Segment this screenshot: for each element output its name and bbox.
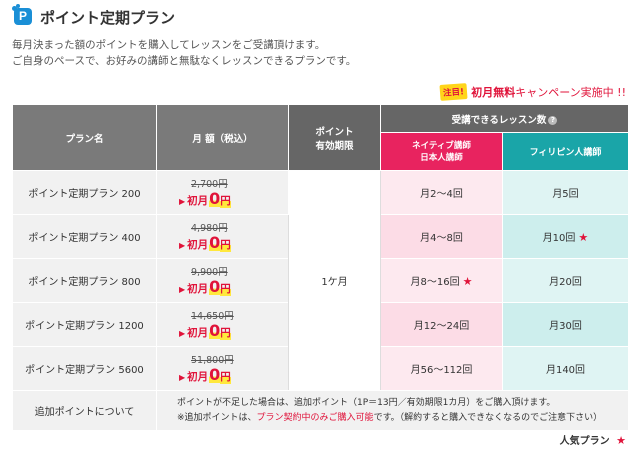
first-month-price: ▶ 初月 0 円 xyxy=(179,364,288,384)
description-line-1: 毎月決まった額のポイントを購入してレッスンをご受講頂けます。 xyxy=(12,39,326,51)
header-validity: ポイント 有効期限 xyxy=(288,104,381,171)
plan-price: 51,800円 ▶ 初月 0 円 xyxy=(156,346,289,391)
phil-lessons-value: 月10回 xyxy=(542,233,576,244)
table-row: ポイント定期プラン 200 2,700円 ▶ 初月 0 円 1ケ月 月2～4回 月5回 xyxy=(12,170,629,391)
header-native-line-1: ネイティブ講師 xyxy=(412,140,471,151)
native-lessons-value: 月8～16回 xyxy=(410,277,460,288)
native-lessons: 月12～24回 xyxy=(380,302,503,347)
table-row: ポイント定期プラン 400 4,980円 ▶ 初月 0 円 月4～8回 月10回 ★ xyxy=(12,214,629,259)
plan-name: ポイント定期プラン 200 xyxy=(12,170,157,215)
campaign-banner: 注目! 初月無料 キャンペーン実施中 !! xyxy=(439,83,626,101)
old-price: 2,700円 xyxy=(191,178,228,190)
addon-line-2-highlight: プラン契約中のみご購入可能 xyxy=(256,412,374,423)
description-line-2: ご自身のペースで、お好みの講師と無駄なくレッスンできるプランです。 xyxy=(12,55,357,67)
zero-price: 0 xyxy=(209,232,221,252)
triangle-right-icon: ▶ xyxy=(179,240,186,250)
attention-badge: 注目! xyxy=(439,83,468,101)
addon-note: ポイントが不足した場合は、追加ポイント（1P＝13円／有効期限1カ月）をご購入頂… xyxy=(156,390,629,431)
star-icon: ★ xyxy=(462,275,473,288)
yen-unit: 円 xyxy=(220,324,231,340)
plan-price: 14,650円 ▶ 初月 0 円 xyxy=(156,302,289,347)
first-month-label: 初月 xyxy=(187,282,209,295)
plan-name: ポイント定期プラン 5600 xyxy=(12,346,157,391)
plan-name: ポイント定期プラン 1200 xyxy=(12,302,157,347)
info-icon[interactable]: ? xyxy=(548,115,558,125)
phil-lessons: 月10回 ★ xyxy=(502,214,629,259)
old-price: 14,650円 xyxy=(191,310,234,322)
zero-price: 0 xyxy=(209,276,221,296)
table-row: ポイント定期プラン 5600 51,800円 ▶ 初月 0 円 月56～112回 月1… xyxy=(12,346,629,391)
zero-price: 0 xyxy=(209,188,221,208)
old-price: 4,980円 xyxy=(191,222,228,234)
popular-plan-legend: 人気プラン ★ xyxy=(560,432,626,447)
table-row: ポイント定期プラン 800 9,900円 ▶ 初月 0 円 月8～16回 ★ 月20回 xyxy=(12,258,629,303)
table-row: ポイント定期プラン 1200 14,650円 ▶ 初月 0 円 月12～24回 月30… xyxy=(12,302,629,347)
yen-unit: 円 xyxy=(220,368,231,384)
phil-lessons: 月20回 xyxy=(502,258,629,303)
plan-price: 9,900円 ▶ 初月 0 円 xyxy=(156,258,289,303)
plan-name: ポイント定期プラン 800 xyxy=(12,258,157,303)
old-price: 51,800円 xyxy=(191,354,234,366)
header-monthly-price: 月 額（税込） xyxy=(156,104,289,171)
first-month-label: 初月 xyxy=(187,238,209,251)
native-lessons: 月4～8回 xyxy=(380,214,503,259)
triangle-right-icon: ▶ xyxy=(179,372,186,382)
validity-period: 1ケ月 xyxy=(288,170,381,391)
header-validity-line-2: 有効期限 xyxy=(315,140,354,152)
yen-unit: 円 xyxy=(220,280,231,296)
header-lessons-label: 受講できるレッスン数 xyxy=(451,114,547,126)
addon-label: 追加ポイントについて xyxy=(12,390,157,431)
native-lessons: 月56～112回 xyxy=(380,346,503,391)
native-lessons: 月8～16回 ★ xyxy=(380,258,503,303)
header-plan-name: プラン名 xyxy=(12,104,157,171)
plan-price: 2,700円 ▶ 初月 0 円 xyxy=(156,170,289,215)
star-icon: ★ xyxy=(578,231,589,244)
native-lessons: 月2～4回 xyxy=(380,170,503,215)
triangle-right-icon: ▶ xyxy=(179,328,186,338)
phil-lessons: 月5回 xyxy=(502,170,629,215)
page-header: P ポイント定期プラン xyxy=(12,4,176,28)
addon-line-2-pre: ※追加ポイントは、 xyxy=(177,412,257,423)
first-month-price: ▶ 初月 0 円 xyxy=(179,320,288,340)
triangle-right-icon: ▶ xyxy=(179,284,186,294)
addon-row: 追加ポイントについて ポイントが不足した場合は、追加ポイント（1P＝13円／有効… xyxy=(12,390,629,431)
popular-plan-label: 人気プラン xyxy=(559,436,610,447)
addon-line-2-post: です。（解約すると購入できなくなるのでご注意下さい） xyxy=(373,412,603,423)
addon-line-1: ポイントが不足した場合は、追加ポイント（1P＝13円／有効期限1カ月）をご購入頂… xyxy=(177,397,556,408)
old-price: 9,900円 xyxy=(191,266,228,278)
first-month-label: 初月 xyxy=(187,194,209,207)
page-title: ポイント定期プラン xyxy=(40,8,176,27)
point-plan-logo-icon: P xyxy=(12,4,34,28)
header-lessons: 受講できるレッスン数? xyxy=(380,104,629,133)
plan-name: ポイント定期プラン 400 xyxy=(12,214,157,259)
zero-price: 0 xyxy=(209,364,221,384)
yen-unit: 円 xyxy=(220,192,231,208)
header-native-line-2: 日本人講師 xyxy=(420,152,463,163)
header-validity-line-1: ポイント xyxy=(315,126,354,138)
first-month-label: 初月 xyxy=(187,370,209,383)
phil-lessons: 月140回 xyxy=(502,346,629,391)
first-month-price: ▶ 初月 0 円 xyxy=(179,188,288,208)
first-month-price: ▶ 初月 0 円 xyxy=(179,276,288,296)
campaign-lead: 初月無料 xyxy=(471,86,516,99)
addon-line-2: ※追加ポイントは、プラン契約中のみご購入可能です。（解約すると購入できなくなるの… xyxy=(177,411,628,426)
plan-table: プラン名 月 額（税込） ポイント 有効期限 受講できるレッスン数? ネイティブ… xyxy=(12,104,629,431)
zero-price: 0 xyxy=(209,320,221,340)
header-philippine-teacher: フィリピン人講師 xyxy=(502,132,629,171)
plan-price: 4,980円 ▶ 初月 0 円 xyxy=(156,214,289,259)
triangle-right-icon: ▶ xyxy=(179,196,186,206)
header-native-teacher: ネイティブ講師 日本人講師 xyxy=(380,132,503,171)
campaign-text: キャンペーン実施中 !! xyxy=(515,86,626,99)
first-month-price: ▶ 初月 0 円 xyxy=(179,232,288,252)
first-month-label: 初月 xyxy=(187,326,209,339)
plan-description: 毎月決まった額のポイントを購入してレッスンをご受講頂けます。 ご自身のペースで、… xyxy=(12,37,356,69)
phil-lessons: 月30回 xyxy=(502,302,629,347)
yen-unit: 円 xyxy=(220,236,231,252)
star-icon: ★ xyxy=(616,434,626,447)
